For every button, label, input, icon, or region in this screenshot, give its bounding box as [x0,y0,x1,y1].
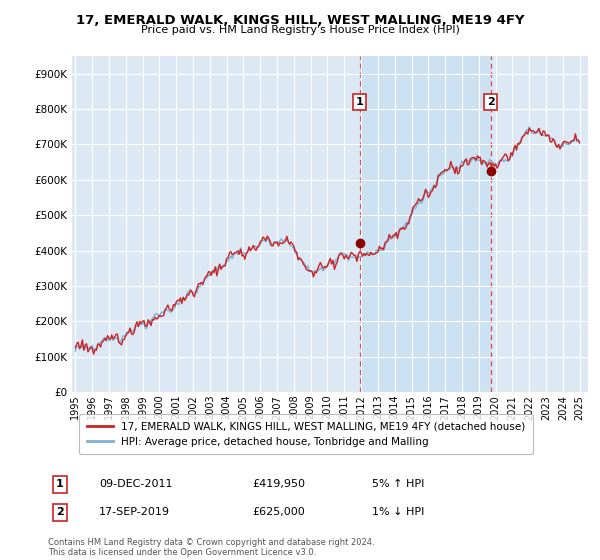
Text: 1% ↓ HPI: 1% ↓ HPI [372,507,424,517]
Text: 1: 1 [56,479,64,489]
Text: 5% ↑ HPI: 5% ↑ HPI [372,479,424,489]
Text: 17, EMERALD WALK, KINGS HILL, WEST MALLING, ME19 4FY: 17, EMERALD WALK, KINGS HILL, WEST MALLI… [76,14,524,27]
Legend: 17, EMERALD WALK, KINGS HILL, WEST MALLING, ME19 4FY (detached house), HPI: Aver: 17, EMERALD WALK, KINGS HILL, WEST MALLI… [79,414,533,454]
Text: 2: 2 [56,507,64,517]
Text: £419,950: £419,950 [252,479,305,489]
Text: Contains HM Land Registry data © Crown copyright and database right 2024.
This d: Contains HM Land Registry data © Crown c… [48,538,374,557]
Text: Price paid vs. HM Land Registry's House Price Index (HPI): Price paid vs. HM Land Registry's House … [140,25,460,35]
Text: £625,000: £625,000 [252,507,305,517]
Bar [360,56,491,392]
Text: 1: 1 [356,97,364,107]
Text: 2: 2 [487,97,494,107]
Text: 17-SEP-2019: 17-SEP-2019 [99,507,170,517]
Text: 09-DEC-2011: 09-DEC-2011 [99,479,173,489]
